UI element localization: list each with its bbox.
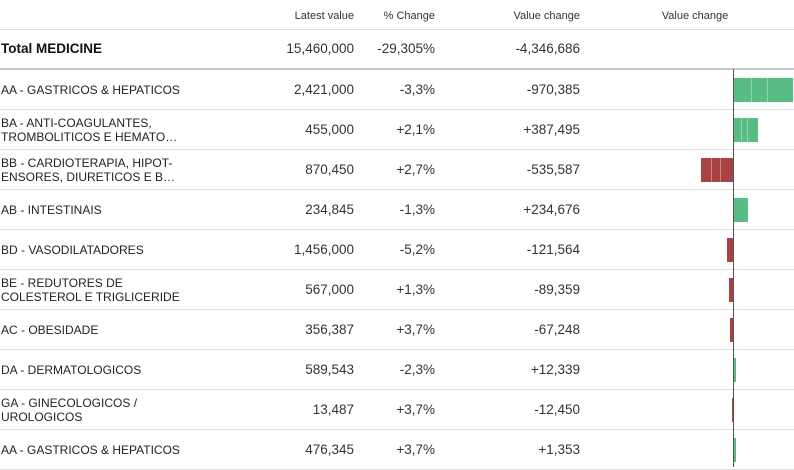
row-pct-change: +2,7% [396,162,435,177]
row-value-change: +12,339 [530,362,580,377]
row-latest-value: 455,000 [305,122,354,137]
bar-segment-line [710,158,712,182]
row-pct-change: +3,7% [396,442,435,457]
row-latest-value: 356,387 [305,322,354,337]
row-name-text: GA - GINECOLOGICOS / UROLOGICOS [1,395,138,424]
row-value-change: -89,359 [534,282,580,297]
table-row[interactable]: AA - GASTRICOS & HEPATICOS 476,345 +3,7% +1… [0,430,794,470]
bar-zero-axis [733,69,734,467]
value-change-bar[interactable] [728,278,734,302]
value-change-bar[interactable] [729,318,734,342]
row-latest-value: 234,845 [305,202,354,217]
value-change-bar[interactable] [701,158,734,182]
value-change-bar[interactable] [734,78,793,102]
row-name: GA - GINECOLOGICOS / UROLOGICOS [1,390,201,429]
row-value-change: -121,564 [526,242,580,257]
table-row[interactable]: AA - GASTRICOS & HEPATICOS 2,421,000 -3,3%… [0,70,794,110]
row-latest-value: 1,456,000 [293,242,354,257]
table-header: Latest value % Change Value change Value… [0,0,794,30]
table-row[interactable]: GA - GINECOLOGICOS / UROLOGICOS 13,487 +3,… [0,390,794,430]
table-row[interactable]: DA - DERMATOLOGICOS 589,543 -2,3% +12,339 [0,350,794,390]
bar-segment-line [740,118,742,142]
row-name-text: BA - ANTI-COAGULANTES, TROMBOLITICOS E H… [1,115,178,144]
header-value-change[interactable]: Value change [513,10,580,22]
table-row[interactable]: AB - INTESTINAIS 234,845 -1,3% +234,676 [0,190,794,230]
value-change-bar[interactable] [734,358,736,382]
value-change-bar[interactable] [734,118,758,142]
row-pct-change: +3,7% [396,402,435,417]
header-value-change-bar[interactable]: Value change [661,10,729,22]
row-value-change: -12,450 [534,402,580,417]
value-change-bar[interactable] [734,438,736,462]
total-value-change: -4,346,686 [515,41,580,56]
row-name: DA - DERMATOLOGICOS [1,350,201,389]
row-name-text: AB - INTESTINAIS [1,202,102,217]
row-name: BA - ANTI-COAGULANTES, TROMBOLITICOS E H… [1,110,201,149]
row-pct-change: -1,3% [399,202,435,217]
row-latest-value: 13,487 [312,402,354,417]
row-pct-change: +2,1% [396,122,435,137]
row-name-text: DA - DERMATOLOGICOS [1,362,142,377]
row-name-text: AA - GASTRICOS & HEPATICOS [1,82,180,97]
row-pct-change: -5,2% [399,242,435,257]
row-name: BB - CARDIOTERAPIA, HIPOT-ENSORES, DIURE… [1,150,201,189]
value-change-bar[interactable] [734,198,749,222]
row-name-text: BD - VASODILATADORES [1,242,144,257]
row-name: AA - GASTRICOS & HEPATICOS [1,70,201,109]
header-latest-value[interactable]: Latest value [294,10,354,22]
row-pct-change: -3,3% [399,82,435,97]
row-value-change: +387,495 [523,122,580,137]
header-pct-change[interactable]: % Change [383,10,435,22]
row-name: AB - INTESTINAIS [1,190,201,229]
row-value-change: -970,385 [526,82,580,97]
table-row[interactable]: BA - ANTI-COAGULANTES, TROMBOLITICOS E H… [0,110,794,150]
row-name-text: BE - REDUTORES DE COLESTEROL E TRIGLICER… [1,275,180,304]
row-value-change: -535,587 [526,162,580,177]
row-latest-value: 2,421,000 [293,82,354,97]
value-change-bar[interactable] [726,238,734,262]
bar-segment-line [747,118,749,142]
table-row[interactable]: BD - VASODILATADORES 1,456,000 -5,2% -121,5… [0,230,794,270]
row-name-text: AA - GASTRICOS & HEPATICOS [1,442,180,457]
bar-segment-line [719,158,721,182]
row-name: BE - REDUTORES DE COLESTEROL E TRIGLICER… [1,270,201,309]
row-name-text: BB - CARDIOTERAPIA, HIPOT-ENSORES, DIURE… [1,155,176,184]
table-row[interactable]: AC - OBESIDADE 356,387 +3,7% -67,248 [0,310,794,350]
row-latest-value: 870,450 [305,162,354,177]
row-name: AA - GASTRICOS & HEPATICOS [1,430,201,469]
row-pct-change: -2,3% [399,362,435,377]
row-latest-value: 589,543 [305,362,354,377]
table-row[interactable]: BB - CARDIOTERAPIA, HIPOT-ENSORES, DIURE… [0,150,794,190]
row-latest-value: 567,000 [305,282,354,297]
row-name: AC - OBESIDADE [1,310,201,349]
row-pct-change: +1,3% [396,282,435,297]
row-name-text: AC - OBESIDADE [1,322,99,337]
row-value-change: +234,676 [523,202,580,217]
row-latest-value: 476,345 [305,442,354,457]
total-row[interactable]: Total MEDICINE 15,460,000 -29,305% -4,34… [0,29,794,70]
total-pct-change: -29,305% [377,41,435,56]
total-name: Total MEDICINE [1,41,102,56]
row-value-change: -67,248 [534,322,580,337]
bar-segment-line [767,78,769,102]
row-value-change: +1,353 [538,442,580,457]
row-pct-change: +3,7% [396,322,435,337]
total-latest-value: 15,460,000 [286,41,354,56]
table-row[interactable]: BE - REDUTORES DE COLESTEROL E TRIGLICER… [0,270,794,310]
bar-segment-line [750,78,752,102]
row-name: BD - VASODILATADORES [1,230,201,269]
